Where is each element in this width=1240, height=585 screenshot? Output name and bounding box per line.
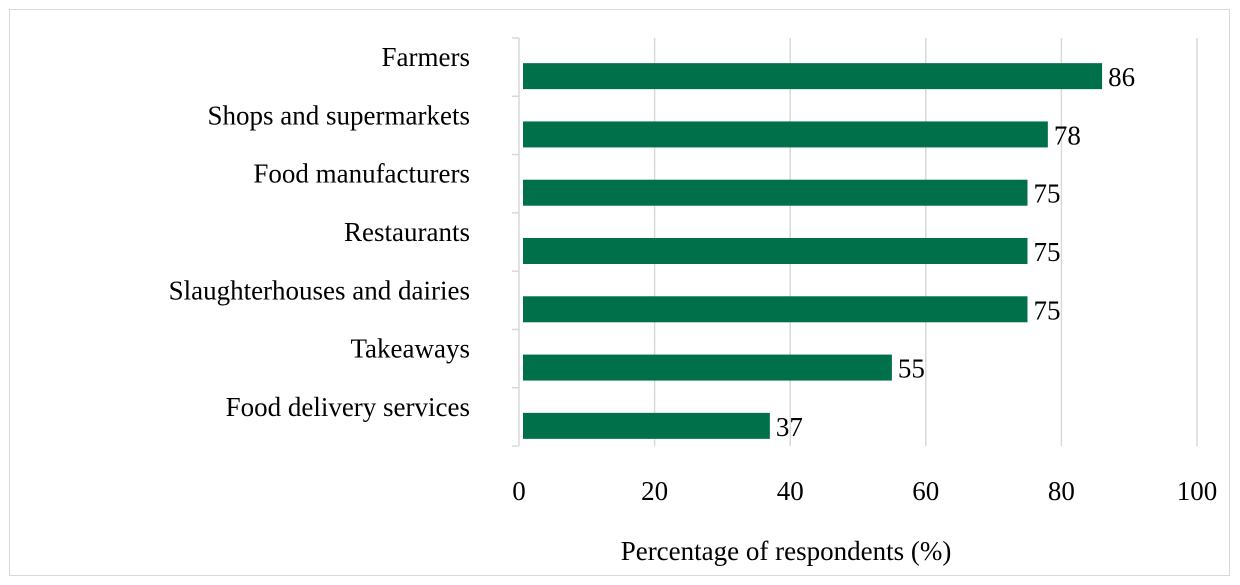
category-labels: Farmers Shops and supermarkets Food manufa… [169, 42, 470, 422]
bar-0 [523, 63, 1103, 90]
x-tick-labels: 0 20 40 60 80 100 [512, 476, 1217, 506]
bar-5 [523, 354, 892, 381]
category-label-5: Takeaways [350, 334, 470, 364]
x-tick-label-0: 0 [512, 476, 526, 506]
x-tick-label-100: 100 [1177, 476, 1218, 506]
data-label-3: 75 [1034, 237, 1061, 267]
category-label-6: Food delivery services [226, 392, 470, 422]
bar-4 [523, 296, 1028, 323]
category-axis [512, 37, 520, 447]
bar-2 [523, 179, 1028, 206]
data-label-4: 75 [1034, 295, 1061, 325]
bars [523, 63, 1103, 439]
bar-1 [523, 121, 1048, 148]
bar-6 [523, 412, 770, 439]
data-label-0: 86 [1108, 62, 1135, 92]
x-tick-label-80: 80 [1048, 476, 1075, 506]
data-label-1: 78 [1054, 120, 1081, 150]
category-label-2: Food manufacturers [253, 159, 470, 189]
x-tick-label-60: 60 [912, 476, 939, 506]
category-label-0: Farmers [382, 42, 470, 72]
bar-3 [523, 238, 1028, 264]
x-axis-title: Percentage of respondents (%) [621, 536, 952, 566]
chart-frame [9, 9, 1230, 576]
category-label-4: Slaughterhouses and dairies [169, 275, 470, 305]
category-label-3: Restaurants [344, 217, 470, 247]
x-tick-label-40: 40 [777, 476, 804, 506]
data-labels: 86 78 75 75 75 55 37 [776, 62, 1135, 442]
data-label-6: 37 [776, 412, 803, 442]
data-label-2: 75 [1034, 179, 1061, 209]
data-label-5: 55 [898, 354, 925, 384]
category-label-1: Shops and supermarkets [208, 100, 470, 130]
x-tick-label-20: 20 [641, 476, 668, 506]
